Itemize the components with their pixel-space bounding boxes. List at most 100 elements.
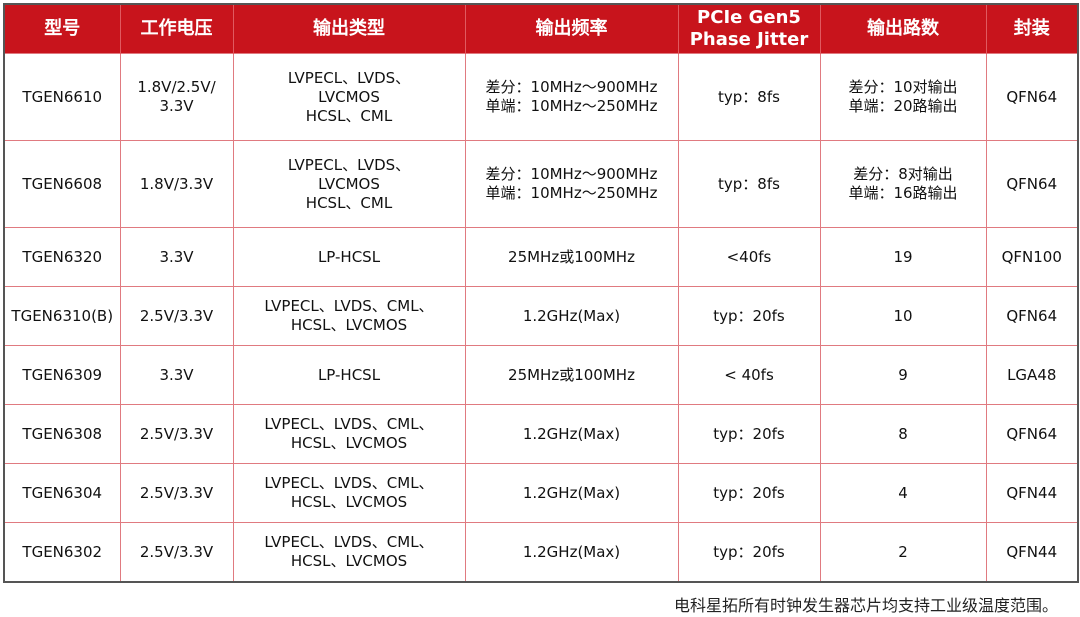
cell-model: TGEN6304 <box>3 463 121 523</box>
cell-voltage-line: 2.5V/3.3V <box>139 483 214 502</box>
cell-output-type: LVPECL、LVDS、 LVCMOS HCSL、CML <box>232 53 466 141</box>
cell-output-type-line: LVCMOS <box>318 87 380 106</box>
cell-output-type-line: HCSL、LVCMOS <box>290 316 408 334</box>
cell-output-type: LP-HCSL <box>232 345 466 405</box>
header-frequency: 输出频率 <box>464 4 679 54</box>
cell-package: QFN44 <box>985 522 1079 583</box>
cell-frequency: 1.2GHz(Max) <box>464 286 679 346</box>
cell-output-type-line: LVPECL、LVDS、CML、 <box>264 297 434 315</box>
table-row: TGEN6302 2.5V/3.3V LVPECL、LVDS、CML、 HCSL、LV… <box>3 522 1079 583</box>
table-row: TGEN6308 2.5V/3.3V LVPECL、LVDS、CML、 HCSL、LV… <box>3 404 1079 464</box>
cell-voltage-line: 1.8V/2.5V/ <box>137 78 216 96</box>
cell-output-type-line: LVPECL、LVDS、CML、 <box>264 474 434 492</box>
cell-voltage: 2.5V/3.3V <box>119 463 234 523</box>
cell-jitter: typ：20fs <box>677 404 821 464</box>
clock-generator-table: 型号 工作电压 输出类型 输出频率 PCIe Gen5 Phase Jitter… <box>3 3 1079 583</box>
cell-jitter: < 40fs <box>677 345 821 405</box>
header-voltage: 工作电压 <box>119 4 234 54</box>
cell-outputs-line: 4 <box>898 483 908 502</box>
cell-output-type-line: LVPECL、LVDS、CML、 <box>264 533 434 551</box>
cell-outputs: 2 <box>819 522 987 583</box>
cell-output-type-line: LVPECL、LVDS、 <box>287 68 411 87</box>
cell-frequency-line: 单端：10MHz～250MHz <box>485 97 658 115</box>
cell-jitter: typ：20fs <box>677 522 821 583</box>
cell-outputs: 差分：8对输出 单端：16路输出 <box>819 140 987 228</box>
cell-frequency: 25MHz或100MHz <box>464 227 679 287</box>
cell-jitter: typ：8fs <box>677 140 821 228</box>
cell-package: LGA48 <box>985 345 1079 405</box>
cell-frequency-line: 1.2GHz(Max) <box>522 483 621 502</box>
cell-jitter: typ：20fs <box>677 286 821 346</box>
cell-outputs-line: 差分：8对输出 <box>853 165 953 183</box>
cell-output-type: LVPECL、LVDS、CML、 HCSL、LVCMOS <box>232 286 466 346</box>
cell-voltage: 1.8V/2.5V/3.3V <box>119 53 234 141</box>
cell-voltage-line: 2.5V/3.3V <box>139 424 214 443</box>
cell-frequency: 25MHz或100MHz <box>464 345 679 405</box>
cell-model: TGEN6608 <box>3 140 121 228</box>
cell-voltage-line: 2.5V/3.3V <box>139 542 214 561</box>
cell-output-type-line: LP-HCSL <box>317 365 381 384</box>
header-jitter: PCIe Gen5 Phase Jitter <box>677 4 821 54</box>
table-row: TGEN6608 1.8V/3.3V LVPECL、LVDS、 LVCMOS HCSL、… <box>3 140 1079 228</box>
cell-voltage: 2.5V/3.3V <box>119 522 234 583</box>
cell-package: QFN44 <box>985 463 1079 523</box>
cell-outputs: 9 <box>819 345 987 405</box>
cell-frequency-line: 25MHz或100MHz <box>508 247 635 266</box>
cell-outputs-line: 2 <box>898 542 908 561</box>
table-body: TGEN6610 1.8V/2.5V/3.3V LVPECL、LVDS、 LVCMOS… <box>3 53 1079 583</box>
cell-output-type-line: HCSL、LVCMOS <box>290 552 408 570</box>
cell-output-type: LVPECL、LVDS、CML、 HCSL、LVCMOS <box>232 404 466 464</box>
cell-outputs-line: 9 <box>898 365 908 384</box>
cell-frequency: 1.2GHz(Max) <box>464 463 679 523</box>
cell-package: QFN64 <box>985 140 1079 228</box>
cell-outputs-line: 19 <box>893 247 913 266</box>
cell-voltage: 2.5V/3.3V <box>119 286 234 346</box>
table-header-row: 型号 工作电压 输出类型 输出频率 PCIe Gen5 Phase Jitter… <box>3 4 1079 54</box>
cell-outputs: 8 <box>819 404 987 464</box>
cell-model: TGEN6320 <box>3 227 121 287</box>
cell-voltage-line: 3.3V <box>159 97 194 115</box>
cell-outputs: 19 <box>819 227 987 287</box>
cell-frequency: 差分：10MHz～900MHz 单端：10MHz～250MHz <box>464 140 679 228</box>
cell-model: TGEN6308 <box>3 404 121 464</box>
table-row: TGEN6320 3.3V LP-HCSL 25MHz或100MHz <40fs 19 QF… <box>3 227 1079 287</box>
cell-frequency-line: 差分：10MHz～900MHz <box>485 78 658 96</box>
cell-voltage-line: 1.8V/3.3V <box>139 174 214 193</box>
cell-package: QFN64 <box>985 53 1079 141</box>
cell-model: TGEN6302 <box>3 522 121 583</box>
cell-package: QFN100 <box>985 227 1079 287</box>
cell-output-type-line: HCSL、CML <box>305 106 393 125</box>
cell-frequency-line: 单端：10MHz～250MHz <box>485 184 658 202</box>
cell-output-type: LVPECL、LVDS、 LVCMOS HCSL、CML <box>232 140 466 228</box>
cell-frequency-block: 差分：10MHz～900MHz 单端：10MHz～250MHz <box>466 78 678 116</box>
cell-frequency-line: 1.2GHz(Max) <box>522 424 621 443</box>
cell-frequency-block: 差分：10MHz～900MHz 单端：10MHz～250MHz <box>466 165 678 203</box>
footnote: 电科星拓所有时钟发生器芯片均支持工业级温度范围。 <box>673 596 1058 615</box>
cell-jitter: typ：8fs <box>677 53 821 141</box>
cell-model: TGEN6310(B) <box>3 286 121 346</box>
table-row: TGEN6304 2.5V/3.3V LVPECL、LVDS、CML、 HCSL、LV… <box>3 463 1079 523</box>
header-output-type: 输出类型 <box>232 4 466 54</box>
header-package: 封装 <box>985 4 1079 54</box>
header-jitter-line-2: Phase Jitter <box>689 29 809 50</box>
cell-output-type: LVPECL、LVDS、CML、 HCSL、LVCMOS <box>232 463 466 523</box>
cell-package: QFN64 <box>985 286 1079 346</box>
cell-model: TGEN6309 <box>3 345 121 405</box>
table-row: TGEN6309 3.3V LP-HCSL 25MHz或100MHz < 40fs 9 LG… <box>3 345 1079 405</box>
header-jitter-line-1: PCIe Gen5 <box>697 7 801 28</box>
header-model: 型号 <box>3 4 121 54</box>
cell-outputs-block: 差分：10对输出 单端：20路输出 <box>821 78 986 116</box>
cell-frequency: 1.2GHz(Max) <box>464 404 679 464</box>
cell-output-type-line: LVCMOS <box>318 174 380 193</box>
cell-output-type-line: LP-HCSL <box>317 247 381 266</box>
cell-voltage: 3.3V <box>119 227 234 287</box>
cell-frequency-line: 1.2GHz(Max) <box>522 542 621 561</box>
cell-frequency: 差分：10MHz～900MHz 单端：10MHz～250MHz <box>464 53 679 141</box>
cell-outputs-line: 单端：16路输出 <box>848 184 958 202</box>
cell-frequency-line: 25MHz或100MHz <box>508 365 635 384</box>
cell-output-type-line: HCSL、CML <box>305 193 393 212</box>
cell-outputs-line: 单端：20路输出 <box>848 97 958 115</box>
header-outputs: 输出路数 <box>819 4 987 54</box>
cell-output-type-line: LVPECL、LVDS、 <box>287 155 411 174</box>
cell-outputs-line: 8 <box>898 424 908 443</box>
